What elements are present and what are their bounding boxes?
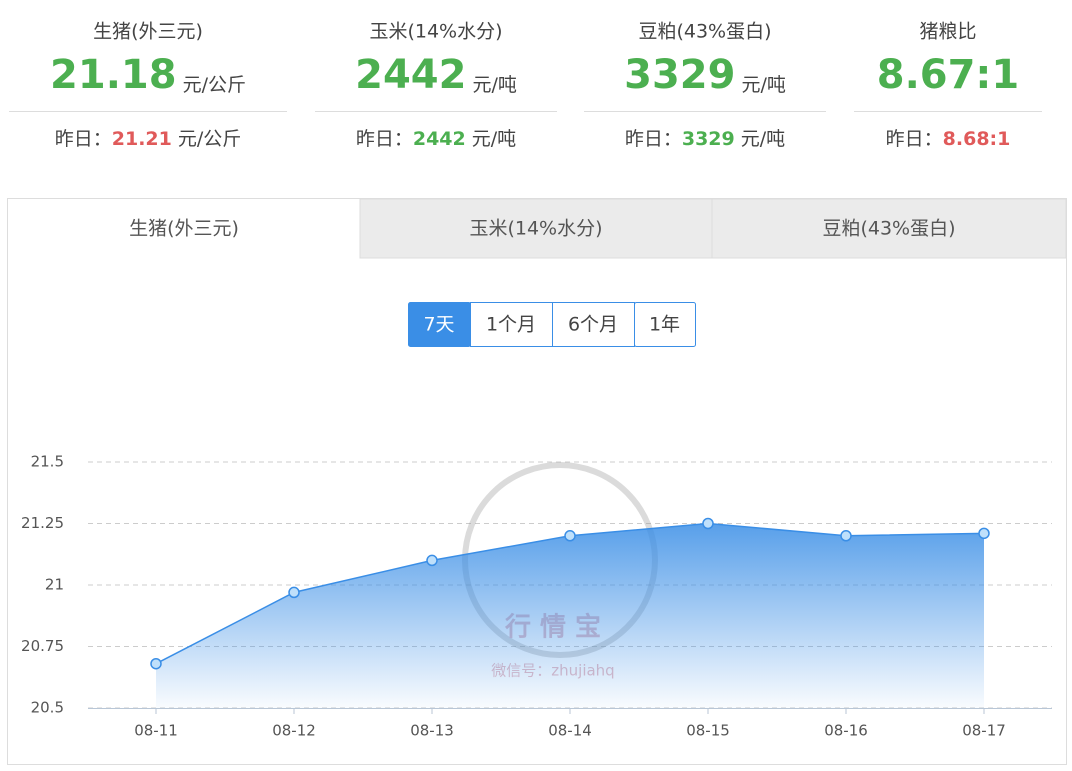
tab-label[interactable]: 生猪(外三元) (129, 218, 239, 240)
yesterday-unit: 元/吨 (741, 128, 785, 150)
range-label[interactable]: 1个月 (486, 314, 536, 336)
range-label[interactable]: 7天 (423, 314, 454, 336)
point (978, 527, 990, 540)
stat-title: 玉米(14%水分) (369, 21, 502, 43)
tab[interactable] (359, 198, 713, 259)
y-tick-label: 21.5 (31, 453, 64, 471)
yesterday-label: 昨日： (886, 128, 943, 150)
range-button[interactable] (470, 302, 553, 347)
x-tick-label: 08-17 (962, 722, 1006, 740)
yesterday-label: 昨日： (356, 128, 413, 150)
yesterday-unit: 元/公斤 (178, 128, 241, 150)
tab-label[interactable]: 豆粕(43%蛋白) (822, 218, 955, 240)
yesterday-value: 8.68:1 (943, 128, 1011, 150)
yesterday-label: 昨日： (55, 128, 112, 150)
x-tick-label: 08-16 (824, 722, 868, 740)
yesterday-line: 昨日：2442 元/吨 (356, 128, 516, 150)
point (702, 517, 714, 530)
stat-value: 2442 (355, 52, 466, 98)
stat-value-line: 21.18 元/公斤 (50, 52, 246, 98)
x-tick-label: 08-11 (134, 722, 178, 740)
stat-value-line: 2442 元/吨 (355, 52, 517, 98)
y-tick-label: 20.5 (31, 699, 64, 717)
point (840, 530, 852, 542)
yesterday-value: 2442 (413, 128, 466, 150)
stat-title: 生猪(外三元) (93, 21, 203, 43)
range-button[interactable] (634, 302, 696, 347)
yesterday-value: 21.21 (112, 128, 172, 150)
yesterday-line: 昨日：3329 元/吨 (625, 128, 785, 150)
stat-value-line: 3329 元/吨 (624, 52, 786, 98)
stat-title: 猪粮比 (919, 21, 976, 43)
yesterday-label: 昨日： (625, 128, 682, 150)
area (156, 523, 984, 708)
tab[interactable] (711, 198, 1067, 259)
y-tick-label: 21.25 (21, 514, 64, 532)
range-label[interactable]: 1年 (649, 314, 680, 336)
x-tick-label: 08-12 (272, 722, 316, 740)
range-label[interactable]: 6个月 (568, 314, 618, 336)
x-tick-label: 08-13 (410, 722, 454, 740)
yesterday-value: 3329 (682, 128, 735, 150)
y-tick-label: 21 (45, 576, 64, 594)
y-tick-label: 20.75 (21, 637, 64, 655)
stat-value: 3329 (624, 52, 735, 98)
point (150, 657, 162, 670)
point (564, 530, 576, 542)
stat-unit: 元/吨 (741, 74, 785, 96)
x-tick-label: 08-14 (548, 722, 592, 740)
stat-unit: 元/公斤 (183, 74, 246, 96)
x-tick-label: 08-15 (686, 722, 730, 740)
range-button[interactable] (552, 302, 635, 347)
yesterday-line: 昨日：21.21 元/公斤 (55, 128, 242, 150)
point (426, 554, 438, 567)
yesterday-line: 昨日：8.68:1 (886, 128, 1011, 150)
stat-value: 21.18 (50, 52, 177, 98)
tab-label[interactable]: 玉米(14%水分) (469, 218, 602, 240)
stat-title: 豆粕(43%蛋白) (638, 21, 771, 43)
stat-value: 8.67:1 (877, 52, 1020, 98)
stat-value-line: 8.67:1 (877, 52, 1020, 98)
point (288, 586, 300, 599)
stat-unit: 元/吨 (472, 74, 516, 96)
yesterday-unit: 元/吨 (472, 128, 516, 150)
tab[interactable] (8, 199, 360, 258)
